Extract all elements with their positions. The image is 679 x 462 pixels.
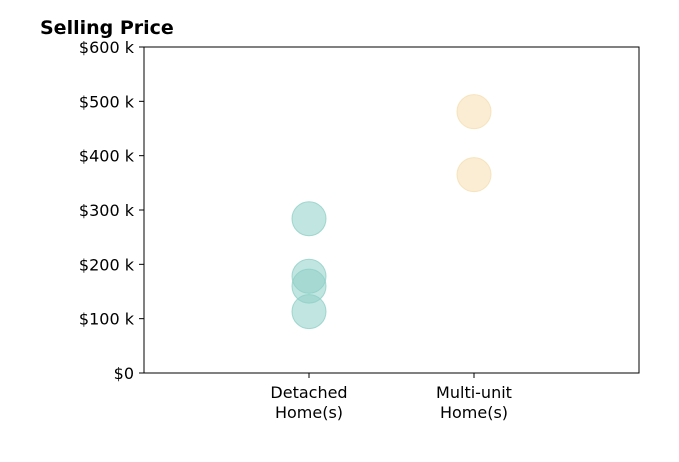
y-tick-label: $0 [114, 364, 134, 383]
y-tick-label: $600 k [79, 38, 135, 57]
x-tick-label: Home(s) [440, 403, 508, 422]
chart-title: Selling Price [40, 17, 174, 39]
y-axis: $0 $100 k $200 k $300 k $400 k $500 k $600 k [79, 38, 144, 383]
y-tick-label: $500 k [79, 92, 135, 111]
x-tick-label: Detached [270, 383, 347, 402]
data-point [456, 94, 492, 130]
x-tick-label: Multi-unit [436, 383, 512, 402]
plot-frame [143, 46, 640, 374]
y-tick-label: $100 k [79, 310, 135, 329]
data-points [291, 94, 492, 330]
data-point [291, 201, 327, 237]
data-point [456, 157, 492, 193]
y-tick-label: $200 k [79, 255, 135, 274]
data-point [291, 258, 327, 294]
y-tick-label: $400 k [79, 147, 135, 166]
y-tick-label: $300 k [79, 201, 135, 220]
x-tick-label: Home(s) [275, 403, 343, 422]
